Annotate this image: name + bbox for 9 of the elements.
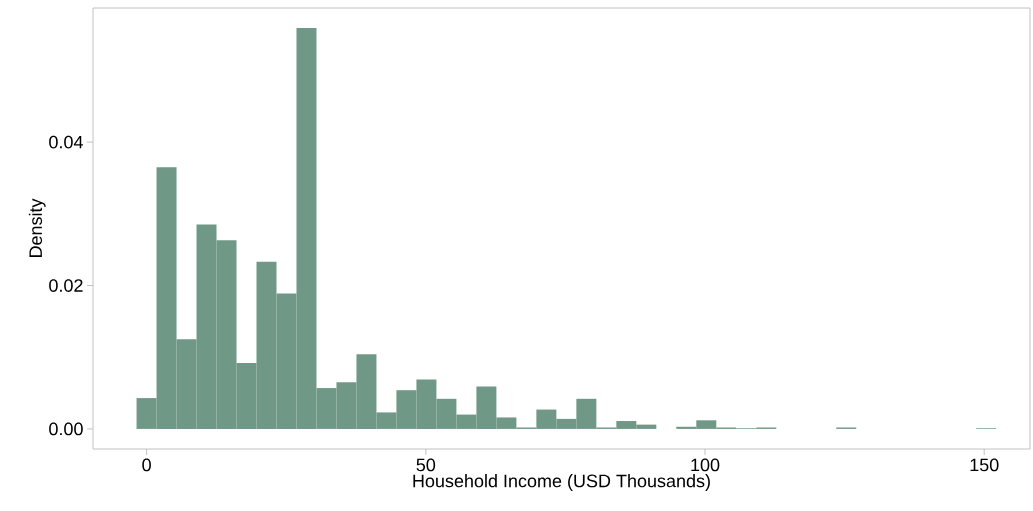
x-tick-label: 0 bbox=[142, 458, 151, 472]
x-tick-label: 50 bbox=[416, 458, 436, 472]
x-tick-label: 100 bbox=[691, 458, 720, 472]
y-axis-title: Density bbox=[28, 198, 46, 258]
x-axis-title: Household Income (USD Thousands) bbox=[413, 474, 710, 491]
x-tick-label: 150 bbox=[970, 458, 999, 472]
y-tick-label: 0.00 bbox=[49, 422, 83, 436]
y-tick-label: 0.02 bbox=[49, 279, 83, 292]
y-tick-label: 0.04 bbox=[49, 135, 83, 149]
